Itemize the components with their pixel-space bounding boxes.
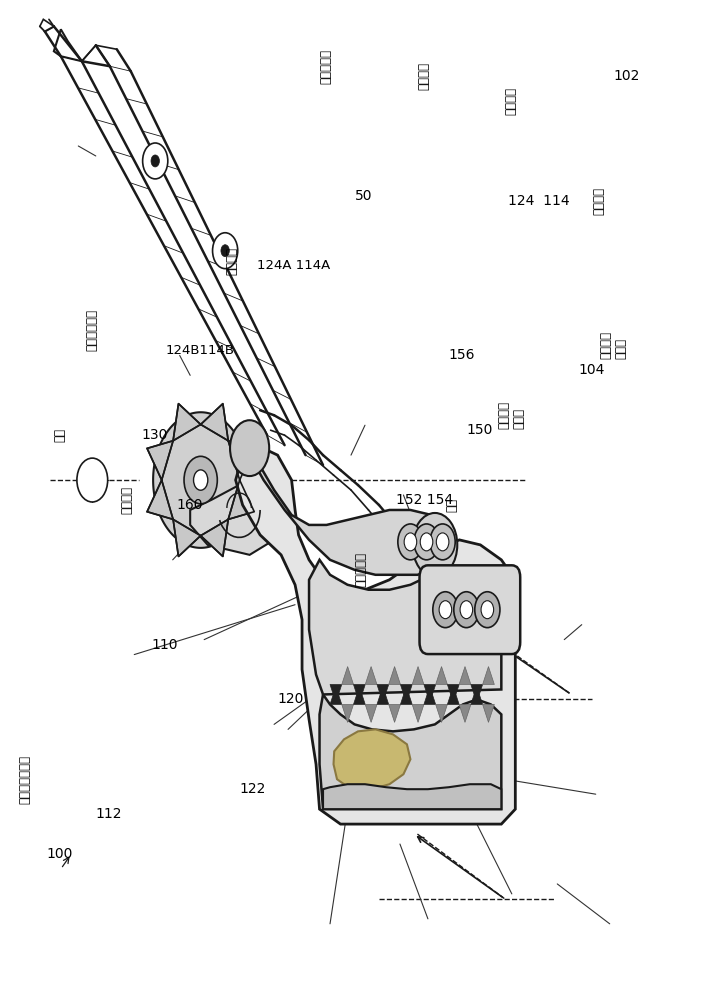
Polygon shape (471, 684, 482, 702)
Polygon shape (173, 519, 201, 556)
Circle shape (430, 524, 455, 560)
Text: 120: 120 (277, 692, 304, 706)
Circle shape (77, 458, 107, 502)
Text: 切除的喙突: 切除的喙突 (319, 49, 333, 84)
Polygon shape (377, 686, 389, 704)
Circle shape (221, 245, 230, 257)
Polygon shape (436, 704, 447, 722)
Polygon shape (236, 445, 515, 824)
Polygon shape (190, 475, 291, 555)
Polygon shape (365, 704, 377, 722)
Polygon shape (323, 784, 501, 809)
Polygon shape (424, 684, 436, 702)
Polygon shape (424, 686, 436, 704)
Text: 导孔: 导孔 (445, 498, 458, 512)
Circle shape (420, 533, 433, 551)
Circle shape (194, 470, 208, 490)
Circle shape (398, 524, 423, 560)
Text: 对准引导
件主体: 对准引导 件主体 (498, 401, 526, 429)
Text: 夹持表面: 夹持表面 (225, 247, 238, 275)
Text: 对准引导
件轴线: 对准引导 件轴线 (600, 331, 627, 359)
Text: 160: 160 (176, 498, 203, 512)
Circle shape (230, 420, 269, 476)
Text: 50: 50 (355, 189, 372, 203)
Polygon shape (228, 441, 254, 480)
Polygon shape (389, 704, 400, 722)
Text: 112: 112 (95, 807, 122, 821)
Text: 124B114B: 124B114B (166, 344, 234, 357)
Text: 工具轴线: 工具轴线 (505, 87, 518, 115)
Text: 喙突切除引导件: 喙突切除引导件 (19, 755, 32, 804)
FancyBboxPatch shape (420, 565, 520, 654)
Polygon shape (147, 480, 173, 519)
Circle shape (213, 233, 238, 269)
Polygon shape (400, 684, 412, 702)
Circle shape (413, 513, 457, 577)
Polygon shape (228, 480, 254, 519)
Polygon shape (173, 404, 201, 441)
Polygon shape (330, 684, 342, 702)
Text: 平面夹爪表面: 平面夹爪表面 (86, 309, 98, 351)
Text: 124  114: 124 114 (508, 194, 570, 208)
Circle shape (404, 533, 417, 551)
Polygon shape (201, 519, 228, 556)
Polygon shape (309, 560, 501, 694)
Text: 对准引导件: 对准引导件 (355, 552, 367, 587)
Polygon shape (319, 694, 501, 809)
Polygon shape (459, 667, 471, 684)
Polygon shape (342, 704, 354, 722)
Polygon shape (330, 686, 342, 704)
Polygon shape (412, 704, 424, 722)
Polygon shape (243, 440, 452, 575)
Circle shape (184, 456, 218, 504)
Circle shape (143, 143, 168, 179)
Polygon shape (389, 667, 400, 684)
Text: 122: 122 (239, 782, 265, 796)
Polygon shape (153, 412, 249, 548)
Circle shape (453, 592, 479, 628)
Text: 枢轴: 枢轴 (54, 428, 67, 442)
Circle shape (460, 601, 472, 619)
Polygon shape (40, 19, 54, 31)
Polygon shape (201, 404, 228, 441)
Text: 104: 104 (578, 363, 604, 377)
Circle shape (439, 601, 451, 619)
Circle shape (151, 155, 159, 167)
Circle shape (433, 592, 458, 628)
Text: 124A 114A: 124A 114A (257, 259, 330, 272)
Polygon shape (377, 684, 389, 702)
Text: 152 154: 152 154 (397, 493, 453, 507)
Polygon shape (342, 667, 354, 684)
Polygon shape (354, 684, 365, 702)
Polygon shape (333, 729, 411, 789)
Circle shape (437, 533, 449, 551)
Text: 锁定机构: 锁定机构 (120, 486, 133, 514)
Polygon shape (459, 704, 471, 722)
Text: 102: 102 (614, 69, 640, 83)
Polygon shape (471, 686, 482, 704)
Text: 130: 130 (141, 428, 168, 442)
Text: 156: 156 (449, 348, 475, 362)
Polygon shape (365, 667, 377, 684)
Polygon shape (147, 441, 173, 480)
Polygon shape (447, 686, 459, 704)
Circle shape (481, 601, 494, 619)
Text: 150: 150 (466, 423, 493, 437)
Circle shape (414, 524, 439, 560)
Text: 110: 110 (152, 638, 178, 652)
Polygon shape (412, 667, 424, 684)
Polygon shape (400, 686, 412, 704)
Circle shape (475, 592, 500, 628)
Text: 100: 100 (47, 847, 73, 861)
Polygon shape (436, 667, 447, 684)
Polygon shape (447, 684, 459, 702)
Polygon shape (482, 667, 494, 684)
Text: 夹持工具: 夹持工具 (418, 62, 430, 90)
Polygon shape (482, 704, 494, 722)
Polygon shape (54, 29, 82, 61)
Text: 夹爪部分: 夹爪部分 (592, 187, 605, 215)
Polygon shape (354, 686, 365, 704)
